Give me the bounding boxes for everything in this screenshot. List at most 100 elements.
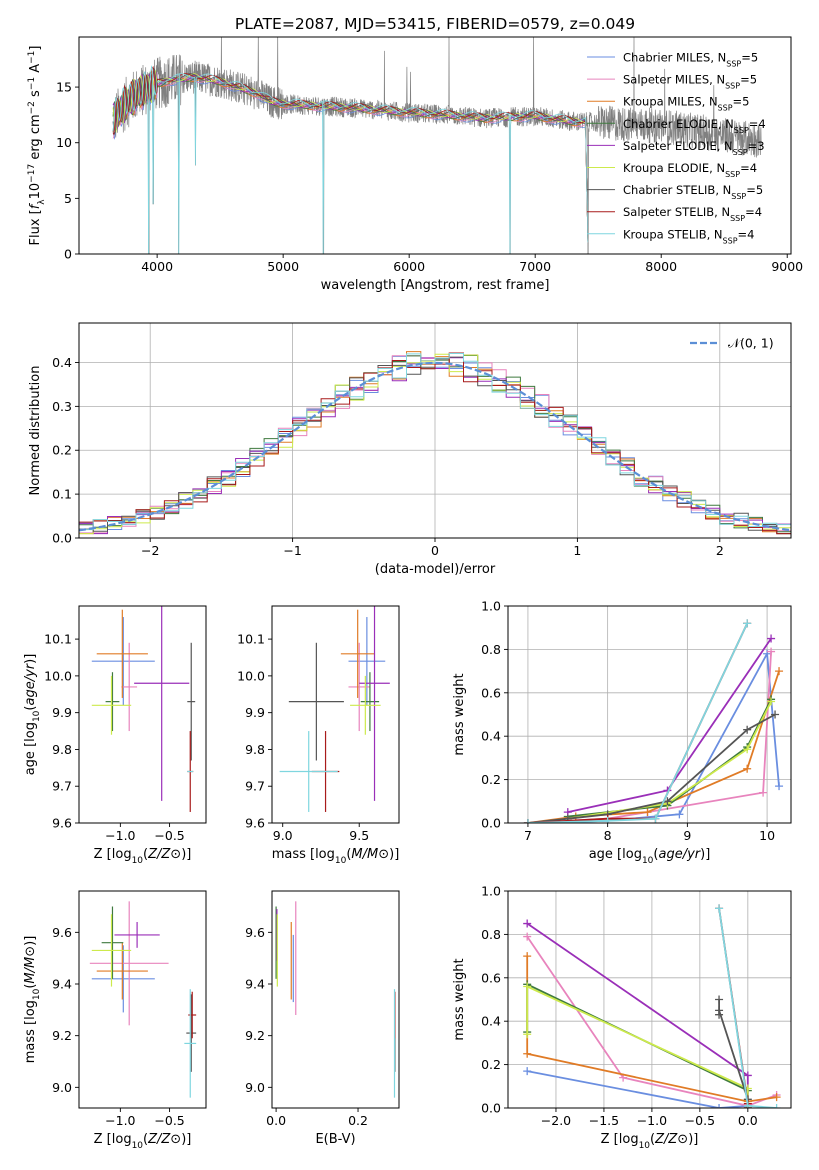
y-tick-label: 0.4 [481,729,501,744]
x-tick-label: −1.0 [637,1113,667,1128]
errorbar-salpeter-elodie [359,606,390,801]
label-part: −2 [27,101,37,114]
label-part: −17 [27,164,37,183]
y-tick-label: 0.2 [481,772,501,787]
axes-frame [271,605,400,824]
errorbar-kroupa-miles [96,609,148,698]
label-part: 10 [28,183,43,200]
label-part: 10 [132,856,144,866]
legend-label: Chabrier STELIB, NSSP=5 [623,183,763,201]
y-tick-label: 9.2 [52,1028,72,1043]
model-spectrum-kroupa-stelib [112,65,589,254]
y-tick-label: 9.8 [52,742,72,757]
label-part: mass [log [23,1000,38,1063]
label-part: M/M⊙ [351,847,389,862]
point-marker [743,725,752,734]
y-tick-label: 9.9 [245,705,265,720]
x-tick-label: −0.5 [154,828,184,843]
label-part: mass [log [272,847,335,862]
x-tick-label: 9.5 [349,828,369,843]
label-part: )] [700,847,710,862]
point-marker [743,619,752,628]
plot-area [279,606,390,812]
plot-area [275,901,396,1098]
series-kroupa-stelib [523,619,752,823]
y-tick-label: 10.0 [44,668,72,683]
y-tick-label: 0.1 [52,487,72,502]
point-marker [643,808,652,817]
x-axis-label: E(B-V) [315,1132,355,1147]
label-part: =4 [749,117,766,131]
point-marker [767,647,776,656]
y-tick-label: 0.2 [52,443,72,458]
label-part: )] [23,654,38,664]
y-tick-label: 15 [56,80,72,95]
y-tick-label: 0.0 [481,816,501,831]
x-axis-label: Z [log10(Z/Z⊙)] [94,1132,192,1151]
axes-frame [507,605,792,824]
label-part: Z/Z⊙ [654,1132,688,1147]
x-tick-label: −1.0 [105,1113,135,1128]
errorbar-chabrier-miles [91,945,155,1013]
label-part: SSP [733,147,748,156]
point-marker [759,788,768,797]
label-part: age [log [589,847,642,862]
legend-label: Chabrier MILES, NSSP=5 [623,51,758,69]
legend-label: Kroupa ELODIE, NSSP=4 [623,161,757,179]
legend-label: Salpeter MILES, NSSP=5 [623,73,757,91]
label-part: M/M⊙ [23,946,38,984]
label-part: λ [37,199,47,205]
errorbar-salpeter-elodie [114,922,160,948]
x-tick-label: 1 [573,543,581,558]
point-marker [775,782,784,791]
axes-frame [78,605,207,824]
y-tick-label: 9.7 [245,779,265,794]
label-part: Kroupa STELIB, N [623,227,723,241]
point-marker [743,764,752,773]
errorbar-chabrier-miles [348,617,386,706]
y-tick-label: 1.0 [481,884,501,899]
point-marker [675,810,684,819]
label-part: 10 [32,988,42,1000]
x-tick-label: 5000 [267,259,299,274]
errorbar-chabrier-stelib [187,642,196,761]
axes-frame [78,36,792,255]
label-part: erg cm [28,114,43,163]
label-part: ( [23,984,38,989]
x-tick-label: 4000 [141,259,173,274]
errorbar-kroupa-elodie [91,914,132,987]
point-marker [743,1101,752,1108]
x-tick-label: 8000 [645,259,677,274]
x-axis-label: age [log10(age/yr)] [589,847,711,866]
label-part: =4 [740,161,757,175]
label-part: Salpeter ELODIE, N [623,139,733,153]
label-part: age/yr [23,662,38,705]
model-spectrum-chabrier-stelib [112,67,589,243]
x-axis-label: Z [log10(Z/Z⊙)] [94,847,192,866]
errorbar-salpeter-elodie [134,606,190,801]
y-tick-label: 9.6 [52,816,72,831]
x-tick-label: −1.5 [589,1113,619,1128]
legend-label: 𝒩(0, 1) [728,336,774,351]
x-tick-label: 0.0 [738,1113,758,1128]
point-marker [523,919,532,928]
x-tick-label: 7 [524,828,532,843]
y-tick-label: 10 [56,135,72,150]
label-part: −1 [27,51,37,64]
point-marker [663,797,672,806]
plot-area [79,351,791,535]
y-tick-label: 1.0 [481,599,501,614]
label-part: Z/Z⊙ [147,1132,181,1147]
y-tick-label: 9.4 [52,977,72,992]
x-tick-label: 2 [716,543,724,558]
x-tick-label: 0.0 [266,1113,286,1128]
x-axis-label: (data-model)/error [375,562,496,577]
y-tick-label: 9.6 [52,925,72,940]
label-part: age/yr [658,847,701,862]
label-part: age [log [23,722,38,775]
y-tick-label: 0 [64,247,72,262]
point-marker [743,1071,752,1080]
